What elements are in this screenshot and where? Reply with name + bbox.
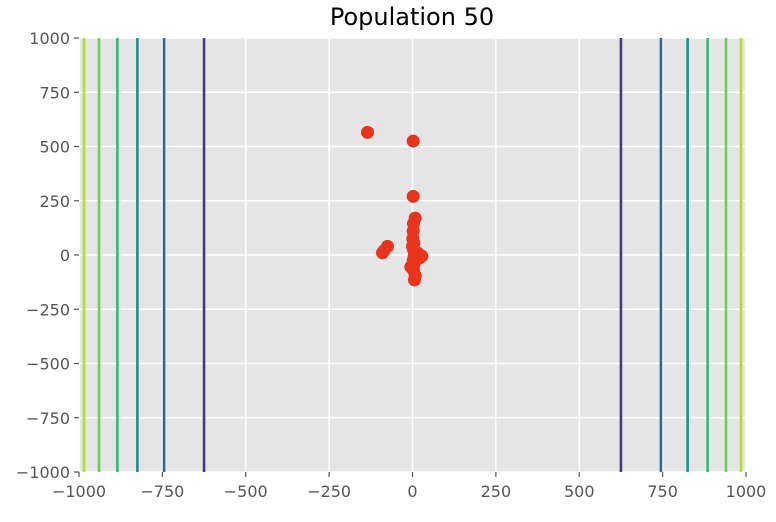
- x-tick-label: 750: [647, 482, 678, 501]
- contour-lines: [82, 38, 743, 472]
- x-tick-label: −1000: [52, 482, 106, 501]
- x-tick-label: 0: [407, 482, 417, 501]
- y-tick-label: 0: [60, 246, 70, 265]
- x-tick-label: −750: [140, 482, 184, 501]
- y-tick-label: 500: [39, 138, 70, 157]
- x-tick-label: −500: [224, 482, 268, 501]
- y-tick-label: −750: [26, 409, 70, 428]
- x-tick-label: −250: [307, 482, 351, 501]
- x-tick-label: 1000: [726, 482, 767, 501]
- chart-title: Population 50: [330, 3, 494, 31]
- x-tick-label: 250: [481, 482, 512, 501]
- data-point: [408, 273, 422, 287]
- data-point: [375, 246, 389, 260]
- y-tick-label: −500: [26, 355, 70, 374]
- data-point: [406, 134, 420, 148]
- x-tick-label: 500: [564, 482, 595, 501]
- data-point: [360, 125, 374, 139]
- y-tick-label: −250: [26, 300, 70, 319]
- data-point: [406, 189, 420, 203]
- x-axis-ticks: −1000 −750 −500 −250 0 250 500 750 1000: [52, 472, 766, 501]
- data-points: [360, 125, 429, 287]
- y-tick-label: 750: [39, 83, 70, 102]
- y-axis-ticks: 1000 750 500 250 0 −250 −500 −750 −1000: [16, 29, 79, 482]
- y-tick-label: −1000: [16, 463, 70, 482]
- y-tick-label: 1000: [29, 29, 70, 48]
- y-tick-label: 250: [39, 192, 70, 211]
